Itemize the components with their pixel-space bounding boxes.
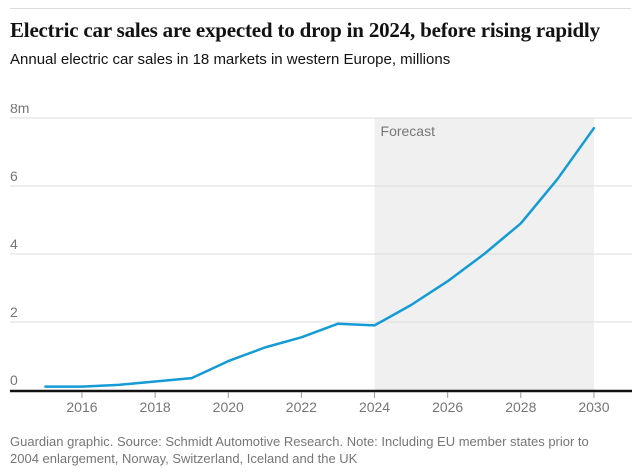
source-note: Guardian graphic. Source: Schmidt Automo…	[10, 434, 589, 466]
y-axis-label: 4	[10, 236, 18, 252]
y-axis-label: 0	[10, 372, 18, 388]
y-axis-label: 6	[10, 168, 18, 184]
sales-line-chart: 0 2 4 6 8m Forecast 2016 2018 2020 2022 2024 2026 20…	[10, 100, 632, 415]
x-axis-label: 2030	[578, 399, 609, 415]
x-axis-label: 2022	[286, 399, 317, 415]
chart-title: Electric car sales are expected to drop …	[10, 18, 600, 42]
x-axis-label: 2016	[66, 399, 97, 415]
forecast-label: Forecast	[381, 123, 436, 139]
chart-area: 0 2 4 6 8m Forecast 2016 2018 2020 2022 2024 2026 20…	[0, 100, 641, 416]
x-axis-label: 2020	[213, 399, 244, 415]
x-axis-label: 2018	[140, 399, 171, 415]
x-axis-label: 2026	[432, 399, 463, 415]
x-axis-label: 2024	[359, 399, 390, 415]
x-axis-label: 2028	[505, 399, 536, 415]
sales-data-line	[44, 126, 596, 388]
y-axis-label: 8m	[10, 104, 29, 116]
top-divider	[10, 8, 631, 9]
y-axis-label: 2	[10, 304, 18, 320]
chart-subtitle: Annual electric car sales in 18 markets …	[10, 51, 451, 68]
